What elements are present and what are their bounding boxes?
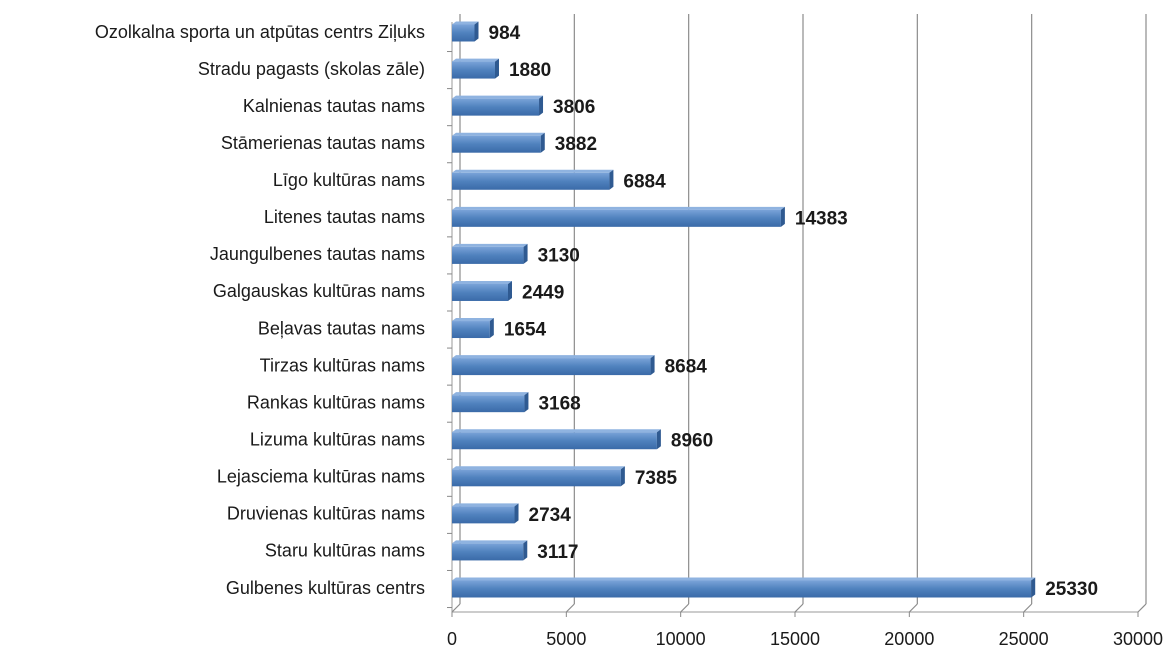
grid-line (451, 603, 461, 613)
grid-line (1137, 603, 1147, 613)
data-label: 3806 (553, 97, 595, 118)
y-tick-label: Staru kultūras nams (265, 541, 425, 561)
y-tick-label: Ozolkalna sporta un atpūtas centrs Ziļuk… (95, 22, 425, 42)
y-tick-label: Beļavas tautas nams (258, 318, 425, 338)
data-label: 8684 (665, 357, 708, 378)
x-tick-label: 10000 (656, 629, 706, 649)
data-label: 8960 (671, 431, 713, 452)
x-tick-label: 30000 (1113, 629, 1163, 649)
data-label: 2449 (522, 282, 564, 303)
grid-line (565, 603, 575, 613)
bar (452, 95, 544, 116)
data-label: 3117 (537, 542, 578, 563)
data-label: 3130 (538, 245, 580, 266)
y-tick-label: Tirzas kultūras nams (260, 355, 425, 375)
data-label: 1654 (504, 320, 547, 341)
y-tick-label: Līgo kultūras nams (273, 170, 425, 190)
y-tick-label: Galgauskas kultūras nams (213, 281, 425, 301)
y-tick-label: Litenes tautas nams (264, 207, 425, 227)
grid-line (908, 603, 918, 613)
x-tick-label: 15000 (770, 629, 820, 649)
bar (452, 169, 614, 190)
bar (452, 540, 528, 561)
y-tick-label: Lejasciema kultūras nams (217, 467, 425, 487)
bar (452, 58, 499, 79)
bar (452, 280, 513, 301)
data-label: 14383 (795, 208, 848, 229)
x-tick-label: 25000 (999, 629, 1049, 649)
bar (452, 243, 528, 264)
y-tick-label: Kalnienas tautas nams (243, 96, 425, 116)
data-label: 984 (489, 23, 521, 44)
data-label: 1880 (509, 60, 551, 81)
bar (452, 429, 661, 450)
y-tick-label: Gulbenes kultūras centrs (226, 578, 425, 598)
data-label: 3168 (538, 394, 580, 415)
y-tick-label: Rankas kultūras nams (247, 392, 425, 412)
y-tick-label: Lizuma kultūras nams (250, 429, 425, 449)
y-tick-label: Druvienas kultūras nams (227, 504, 425, 524)
grid-line (1023, 603, 1033, 613)
bar (452, 392, 529, 413)
bar (452, 132, 545, 153)
bar (452, 503, 519, 524)
grid-line (680, 603, 690, 613)
data-label: 7385 (635, 468, 678, 489)
x-tick-label: 0 (447, 629, 457, 649)
data-label: 6884 (623, 171, 666, 192)
bar (452, 206, 785, 227)
bar (452, 21, 479, 42)
bar (452, 577, 1036, 598)
y-tick-label: Stradu pagasts (skolas zāle) (198, 59, 425, 79)
y-tick-label: Stāmerienas tautas nams (221, 133, 425, 153)
data-label: 25330 (1045, 579, 1098, 600)
y-tick-label: Jaungulbenes tautas nams (210, 244, 425, 264)
grid-line (794, 603, 804, 613)
data-label: 3882 (555, 134, 597, 155)
x-tick-label: 5000 (546, 629, 586, 649)
bar (452, 355, 655, 376)
x-tick-label: 20000 (884, 629, 934, 649)
data-label: 2734 (529, 505, 572, 526)
bar (452, 318, 494, 339)
bar (452, 466, 625, 487)
